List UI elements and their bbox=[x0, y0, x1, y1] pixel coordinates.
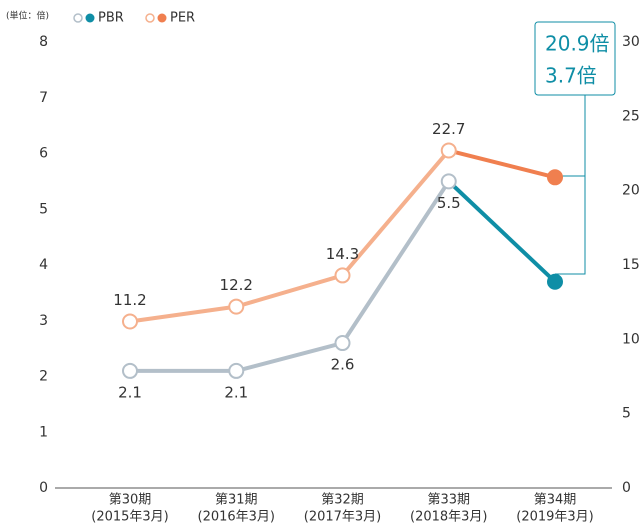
y2-tick-label: 15 bbox=[622, 257, 640, 273]
data-label: 11.2 bbox=[113, 291, 146, 309]
y-tick-label: 7 bbox=[39, 90, 48, 106]
point bbox=[547, 169, 563, 186]
x-tick-label: 第33期 bbox=[427, 493, 470, 508]
legend-marker bbox=[145, 13, 155, 23]
point bbox=[122, 313, 138, 330]
point bbox=[228, 298, 245, 315]
x-tick-label: (2019年3月) bbox=[516, 510, 594, 524]
x-tick-label: (2015年3月) bbox=[91, 510, 169, 524]
data-label: 14.3 bbox=[326, 245, 359, 263]
callout-value: 3.7倍 bbox=[545, 64, 597, 88]
point bbox=[334, 335, 351, 352]
y2-tick-label: 5 bbox=[622, 406, 631, 422]
point bbox=[122, 362, 138, 379]
point bbox=[440, 142, 457, 159]
y2-tick-label: 25 bbox=[622, 108, 640, 124]
y2-tick-label: 0 bbox=[622, 480, 631, 496]
series-line-current bbox=[447, 179, 557, 284]
legend-marker bbox=[157, 13, 167, 23]
y-tick-label: 5 bbox=[39, 201, 48, 217]
series-line-current bbox=[448, 148, 556, 180]
x-tick-label: 第30期 bbox=[109, 493, 152, 508]
data-label: 2.6 bbox=[331, 356, 355, 374]
x-tick-label: (2016年3月) bbox=[198, 510, 276, 524]
data-label: 5.5 bbox=[437, 194, 461, 212]
legend-label: PBR bbox=[98, 11, 124, 26]
x-tick-label: 第32期 bbox=[321, 493, 364, 508]
data-label: 2.1 bbox=[118, 383, 142, 401]
x-tick-label: (2018年3月) bbox=[410, 510, 488, 524]
series-line bbox=[129, 149, 451, 324]
legend-marker bbox=[85, 13, 95, 23]
y-tick-label: 1 bbox=[39, 424, 48, 440]
legend-label: PER bbox=[170, 11, 195, 26]
callout-value: 20.9倍 bbox=[545, 32, 610, 56]
y-tick-label: 0 bbox=[39, 480, 48, 496]
y-tick-label: 6 bbox=[39, 146, 48, 162]
x-tick-label: (2017年3月) bbox=[304, 510, 382, 524]
y-tick-label: 8 bbox=[39, 34, 48, 50]
y2-tick-label: 10 bbox=[622, 331, 640, 347]
y2-tick-label: 20 bbox=[622, 183, 640, 199]
x-tick-label: 第34期 bbox=[534, 493, 577, 508]
point bbox=[334, 267, 351, 284]
callout-box bbox=[534, 21, 616, 96]
point bbox=[547, 273, 563, 290]
data-label: 12.2 bbox=[220, 276, 253, 294]
unit-label: (単位：倍) bbox=[6, 10, 49, 22]
y2-tick-label: 30 bbox=[622, 34, 640, 50]
y-tick-label: 3 bbox=[39, 313, 48, 329]
legend-marker bbox=[73, 13, 83, 23]
point bbox=[228, 362, 245, 379]
y-tick-label: 4 bbox=[39, 257, 48, 273]
data-label: 22.7 bbox=[432, 120, 465, 138]
data-label: 2.1 bbox=[224, 383, 248, 401]
series-line bbox=[130, 180, 451, 373]
y-tick-label: 2 bbox=[39, 369, 48, 385]
callout-line bbox=[555, 95, 586, 275]
point bbox=[440, 173, 457, 190]
x-tick-label: 第31期 bbox=[215, 493, 258, 508]
